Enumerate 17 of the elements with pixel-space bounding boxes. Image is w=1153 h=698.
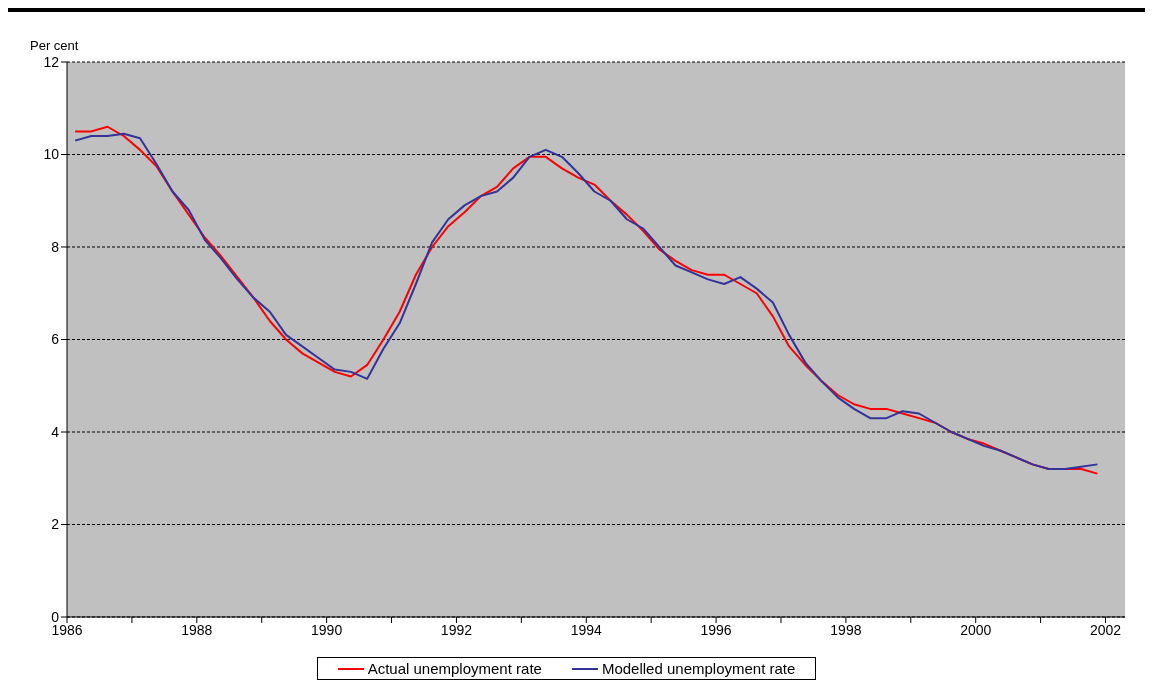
x-tick-label: 2000	[960, 621, 992, 638]
y-tick-label: 10	[43, 146, 60, 163]
x-tick-label: 1988	[181, 621, 213, 638]
legend-label: Actual unemployment rate	[367, 660, 542, 677]
x-tick-label: 1998	[830, 621, 862, 638]
legend-label: Modelled unemployment rate	[601, 660, 796, 677]
y-axis-title: Per cent	[30, 38, 79, 53]
y-tick-label: 8	[51, 238, 60, 255]
y-tick-label: 12	[43, 53, 60, 70]
x-tick-label: 1994	[570, 621, 603, 638]
y-tick-label: 2	[51, 516, 60, 533]
x-tick-label: 1992	[440, 621, 473, 638]
x-tick-label: 2002	[1089, 621, 1122, 638]
y-tick-label: 4	[51, 423, 60, 440]
x-tick-label: 1996	[700, 621, 732, 638]
y-tick-label: 6	[51, 331, 60, 348]
x-tick-label: 1990	[311, 621, 343, 638]
